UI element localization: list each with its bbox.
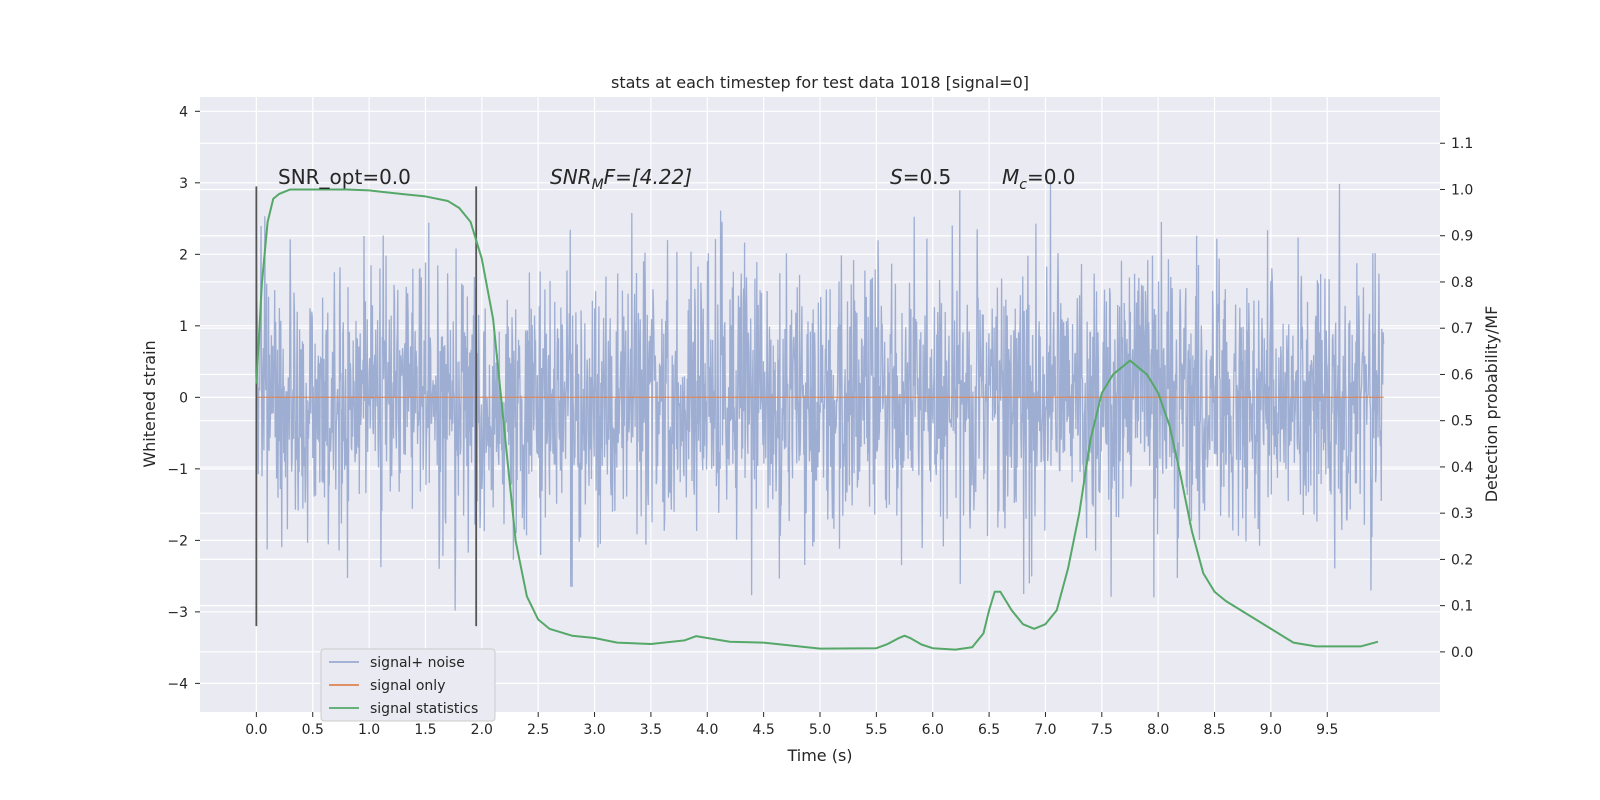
y2-tick-label: 1.1 bbox=[1451, 136, 1473, 152]
y-tick-label: −4 bbox=[167, 676, 188, 692]
y2-tick-label: 0.1 bbox=[1451, 599, 1473, 615]
y-tick-label: −3 bbox=[167, 605, 188, 621]
mc-sub: c bbox=[1019, 177, 1027, 193]
y2-tick-label: 0.4 bbox=[1451, 460, 1473, 476]
vertical-markers bbox=[255, 186, 478, 627]
x-tick-label: 0.0 bbox=[245, 722, 267, 738]
x-tick-label: 7.0 bbox=[1034, 722, 1056, 738]
annotation-snr-mf: SNRMF=[4.22] bbox=[550, 165, 692, 193]
x-tick-label: 2.5 bbox=[527, 722, 549, 738]
x-axis-ticks: 0.0 0.5 1.0 1.5 2.0 2.5 3.0 3.5 4.0 4.5 5.0 5.5 6.0 6… bbox=[245, 712, 1338, 738]
y2-tick-label: 0.6 bbox=[1451, 367, 1473, 383]
x-tick-label: 6.5 bbox=[978, 722, 1000, 738]
x-tick-label: 2.0 bbox=[471, 722, 493, 738]
x-tick-label: 1.0 bbox=[358, 722, 380, 738]
y-tick-label: 2 bbox=[179, 247, 188, 263]
s-rest: =0.5 bbox=[903, 165, 952, 189]
x-tick-label: 9.0 bbox=[1260, 722, 1282, 738]
x-axis-label: Time (s) bbox=[786, 746, 852, 765]
y-tick-label: 1 bbox=[179, 319, 188, 335]
y2-axis-label: Detection probability/MF bbox=[1482, 306, 1501, 503]
annotation-snr-opt: SNR_opt=0.0 bbox=[278, 165, 411, 189]
y-axis-ticks: 4 3 2 1 0 −1 −2 −3 −4 bbox=[167, 104, 200, 692]
x-tick-label: 7.5 bbox=[1091, 722, 1113, 738]
signal-plus-noise-line bbox=[255, 183, 1385, 611]
y2-tick-label: 0.3 bbox=[1451, 506, 1473, 522]
annotation-s: S=0.5 bbox=[890, 165, 951, 189]
y-tick-label: 3 bbox=[179, 176, 188, 192]
signal-statistics-line bbox=[255, 188, 1379, 651]
series-signal-statistics bbox=[255, 188, 1379, 651]
snr-mf-main: SNR bbox=[550, 165, 592, 189]
annotation-mc: Mc=0.0 bbox=[1002, 165, 1076, 193]
legend-label-signal-only: signal only bbox=[370, 678, 445, 694]
y2-tick-label: 0.5 bbox=[1451, 414, 1473, 430]
mc-main: M bbox=[1002, 165, 1019, 189]
y2-axis-ticks: 1.1 1.0 0.9 0.8 0.7 0.6 0.5 0.4 0.3 0.2 0.1 0.0 bbox=[1440, 136, 1473, 661]
snr-mf-rest: F=[4.22] bbox=[604, 165, 692, 189]
y-tick-label: 4 bbox=[179, 104, 188, 120]
x-tick-label: 4.0 bbox=[696, 722, 718, 738]
y2-tick-label: 0.0 bbox=[1451, 645, 1473, 661]
y-axis-label: Whitened strain bbox=[140, 340, 159, 467]
x-tick-label: 8.0 bbox=[1147, 722, 1169, 738]
y2-tick-label: 1.0 bbox=[1451, 182, 1473, 198]
x-tick-label: 6.0 bbox=[922, 722, 944, 738]
x-tick-label: 0.5 bbox=[302, 722, 324, 738]
y-tick-label: 0 bbox=[179, 390, 188, 406]
y2-tick-label: 0.2 bbox=[1451, 552, 1473, 568]
x-tick-label: 4.5 bbox=[753, 722, 775, 738]
y-tick-label: −1 bbox=[167, 462, 188, 478]
x-tick-label: 9.5 bbox=[1316, 722, 1338, 738]
x-tick-label: 5.0 bbox=[809, 722, 831, 738]
snr-mf-sub: M bbox=[592, 177, 604, 193]
series-signal-plus-noise bbox=[255, 183, 1385, 611]
x-tick-label: 1.5 bbox=[414, 722, 436, 738]
y2-tick-label: 0.7 bbox=[1451, 321, 1473, 337]
y2-tick-label: 0.8 bbox=[1451, 275, 1473, 291]
y-tick-label: −2 bbox=[167, 533, 188, 549]
y2-tick-label: 0.9 bbox=[1451, 229, 1473, 245]
legend-box bbox=[320, 648, 496, 722]
x-tick-label: 3.5 bbox=[640, 722, 662, 738]
x-tick-label: 3.0 bbox=[583, 722, 605, 738]
mc-rest: =0.0 bbox=[1027, 165, 1076, 189]
x-tick-label: 8.5 bbox=[1203, 722, 1225, 738]
x-tick-label: 5.5 bbox=[865, 722, 887, 738]
s-main: S bbox=[890, 165, 903, 189]
legend-label-signal-plus-noise: signal+ noise bbox=[370, 655, 465, 671]
legend-label-signal-statistics: signal statistics bbox=[370, 701, 478, 717]
legend: signal+ noise signal only signal statist… bbox=[320, 648, 496, 722]
chart-title: stats at each timestep for test data 101… bbox=[611, 73, 1029, 92]
